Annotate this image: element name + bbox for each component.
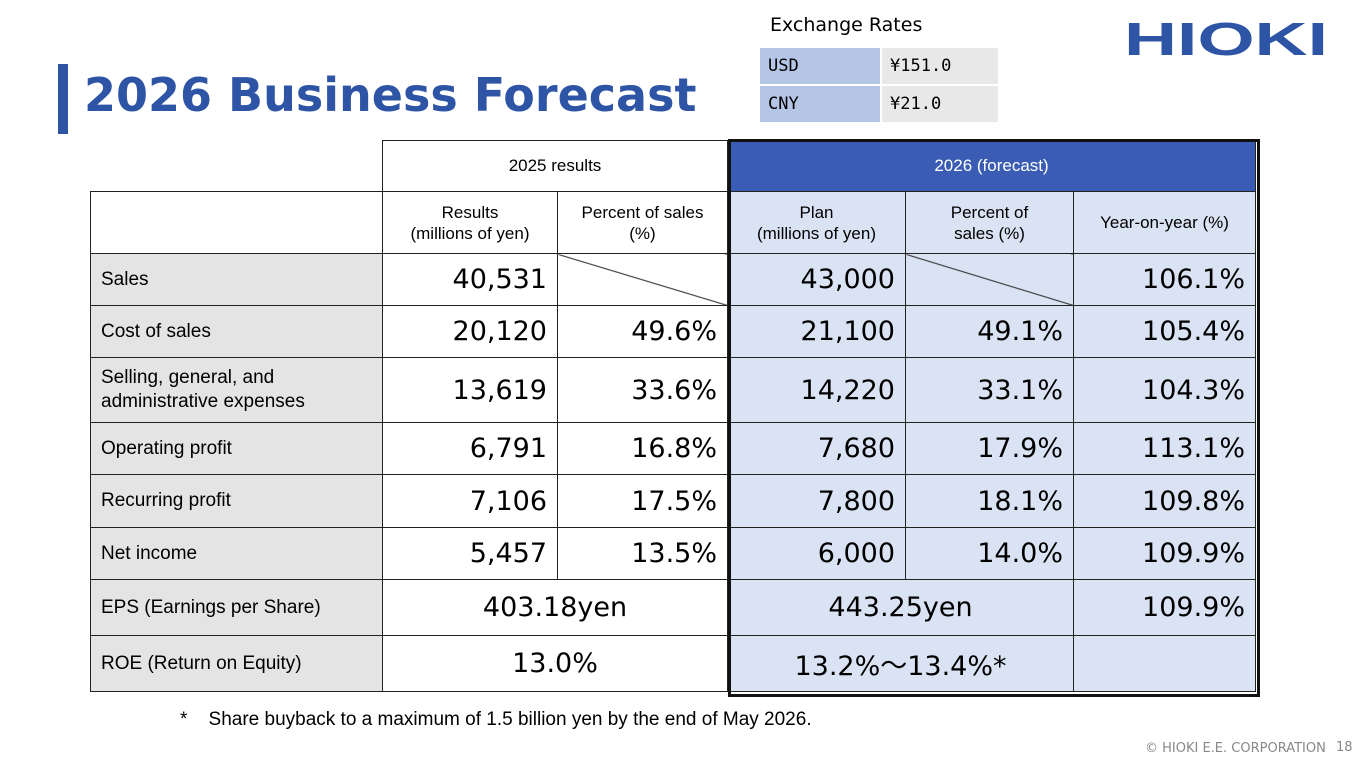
yoy-cell: 113.1%: [1073, 422, 1256, 475]
table-row: Selling, general, and administrative exp…: [90, 357, 1256, 423]
footnote: * Share buyback to a maximum of 1.5 bill…: [180, 709, 812, 731]
yoy-cell: 105.4%: [1073, 305, 1256, 358]
exchange-row: CNY ¥21.0: [760, 86, 998, 124]
header-pct-2025: Percent of sales (%): [557, 191, 728, 254]
table-row: Net income 5,457 13.5% 6,000 14.0% 109.9…: [90, 527, 1256, 580]
roe-row: ROE (Return on Equity) 13.0% 13.2%～13.4%…: [90, 635, 1256, 692]
yoy-cell: 109.9%: [1073, 527, 1256, 580]
hioki-logo: HIOKI: [1124, 18, 1328, 60]
pct-2025-cell: 13.5%: [557, 527, 728, 580]
pct-2026-cell: 33.1%: [905, 357, 1074, 423]
table-row: Operating profit 6,791 16.8% 7,680 17.9%…: [90, 422, 1256, 475]
header-results: Results (millions of yen): [382, 191, 558, 254]
footnote-text: Share buyback to a maximum of 1.5 billio…: [208, 709, 812, 730]
exchange-rates-table: USD ¥151.0 CNY ¥21.0: [760, 48, 998, 124]
plan-cell: 6,000: [727, 527, 906, 580]
roe-yoy-cell: [1073, 635, 1256, 692]
page-number: 18: [1336, 740, 1353, 755]
row-label: Net income: [90, 527, 383, 580]
row-label: ROE (Return on Equity): [90, 635, 383, 692]
header-pct-2026: Percent of sales (%): [905, 191, 1074, 254]
row-label: Cost of sales: [90, 305, 383, 358]
plan-cell: 7,680: [727, 422, 906, 475]
roe-2026-cell: 13.2%～13.4%*: [727, 635, 1074, 692]
pct-2026-cell: 18.1%: [905, 474, 1074, 528]
currency-cell: CNY: [760, 86, 882, 124]
pct-2026-cell: 49.1%: [905, 305, 1074, 358]
results-cell: 5,457: [382, 527, 558, 580]
corner-cell: [90, 140, 383, 192]
row-label: Selling, general, and administrative exp…: [90, 357, 383, 423]
plan-cell: 14,220: [727, 357, 906, 423]
footnote-mark: *: [180, 709, 188, 730]
results-cell: 13,619: [382, 357, 558, 423]
header-plan: Plan (millions of yen): [727, 191, 906, 254]
table-row: Recurring profit 7,106 17.5% 7,800 18.1%…: [90, 474, 1256, 528]
roe-2025-cell: 13.0%: [382, 635, 728, 692]
row-label: Recurring profit: [90, 474, 383, 528]
yoy-cell: 104.3%: [1073, 357, 1256, 423]
yoy-cell: 106.1%: [1073, 253, 1256, 306]
pct-2026-cell: 14.0%: [905, 527, 1074, 580]
rate-cell: ¥21.0: [882, 86, 998, 124]
sub-header-row: Results (millions of yen) Percent of sal…: [90, 191, 1256, 254]
plan-cell: 43,000: [727, 253, 906, 306]
pct-2026-cell: 17.9%: [905, 422, 1074, 475]
row-label: EPS (Earnings per Share): [90, 579, 383, 636]
table-row: Sales 40,531 43,000 106.1%: [90, 253, 1256, 306]
eps-2025-cell: 403.18yen: [382, 579, 728, 636]
group-header-row: 2025 results 2026 (forecast): [90, 140, 1256, 192]
eps-yoy-cell: 109.9%: [1073, 579, 1256, 636]
pct-2025-cell: 16.8%: [557, 422, 728, 475]
exchange-row: USD ¥151.0: [760, 48, 998, 86]
header-2026-forecast: 2026 (forecast): [727, 140, 1256, 192]
currency-cell: USD: [760, 48, 882, 86]
plan-cell: 21,100: [727, 305, 906, 358]
page-title: 2026 Business Forecast: [84, 68, 697, 122]
results-cell: 20,120: [382, 305, 558, 358]
logo-text: HIOKI: [1124, 18, 1328, 60]
results-cell: 6,791: [382, 422, 558, 475]
pct-2025-cell: 17.5%: [557, 474, 728, 528]
forecast-table: 2025 results 2026 (forecast) Results (mi…: [90, 140, 1256, 692]
table-row: Cost of sales 20,120 49.6% 21,100 49.1% …: [90, 305, 1256, 358]
exchange-rates-title: Exchange Rates: [770, 14, 923, 36]
copyright: © HIOKI E.E. CORPORATION: [1145, 741, 1326, 756]
results-cell: 7,106: [382, 474, 558, 528]
eps-row: EPS (Earnings per Share) 403.18yen 443.2…: [90, 579, 1256, 636]
pct-2025-cell: 49.6%: [557, 305, 728, 358]
rate-cell: ¥151.0: [882, 48, 998, 86]
header-2025-results: 2025 results: [382, 140, 728, 192]
pct-2026-cell: [905, 253, 1074, 306]
title-accent-bar: [58, 64, 68, 134]
results-cell: 40,531: [382, 253, 558, 306]
sub-header-blank: [90, 191, 383, 254]
yoy-cell: 109.8%: [1073, 474, 1256, 528]
header-yoy: Year-on-year (%): [1073, 191, 1256, 254]
plan-cell: 7,800: [727, 474, 906, 528]
eps-2026-cell: 443.25yen: [727, 579, 1074, 636]
row-label: Operating profit: [90, 422, 383, 475]
pct-2025-cell: [557, 253, 728, 306]
row-label: Sales: [90, 253, 383, 306]
pct-2025-cell: 33.6%: [557, 357, 728, 423]
